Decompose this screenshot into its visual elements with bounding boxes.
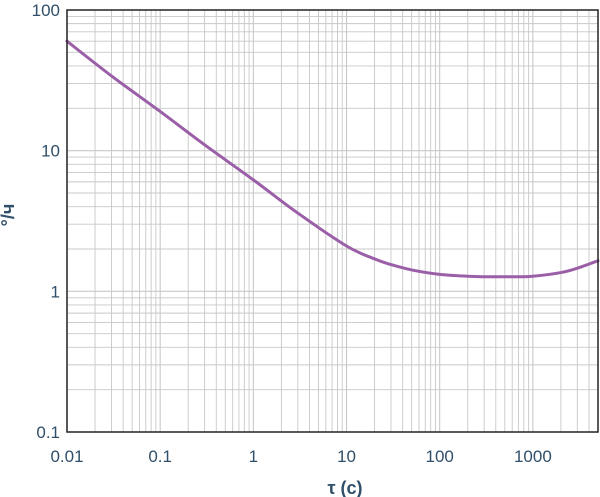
x-tick-label: 0.01 xyxy=(50,447,83,466)
plot-frame xyxy=(66,9,599,433)
series-layer xyxy=(65,39,600,279)
y-tick-label: 0.1 xyxy=(36,423,60,442)
y-axis-label: °/ч xyxy=(0,204,18,227)
x-tick-label: 1000 xyxy=(514,447,552,466)
y-tick-label: 1 xyxy=(51,282,60,301)
x-tick-label: 100 xyxy=(426,447,454,466)
series-line-0 xyxy=(65,39,600,279)
x-axis-ticks: 0.01 0.1 1 10 100 1000 xyxy=(50,447,551,466)
y-tick-label: 10 xyxy=(41,142,60,161)
y-axis-ticks: 0.1 1 10 100 xyxy=(32,1,60,442)
x-tick-label: 0.1 xyxy=(148,447,172,466)
x-axis-label: τ (c) xyxy=(327,478,362,497)
x-tick-label: 1 xyxy=(249,447,258,466)
grid xyxy=(66,9,599,433)
x-tick-label: 10 xyxy=(337,447,356,466)
y-tick-label: 100 xyxy=(32,1,60,20)
